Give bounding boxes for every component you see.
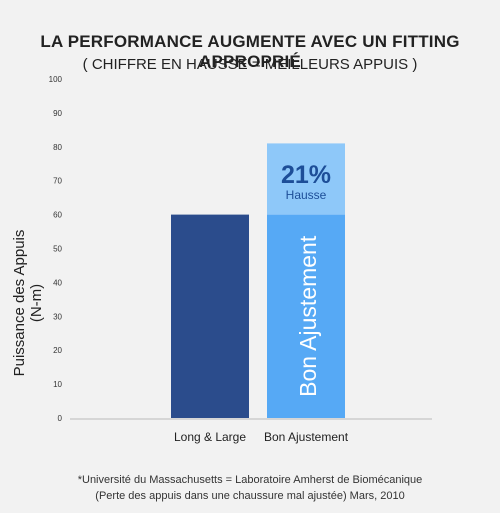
increase-label: Hausse [286, 188, 327, 202]
x-tick-label: Long & Large [174, 430, 246, 444]
chart-subtitle: ( CHIFFRE EN HAUSSE = MEILLEURS APPUIS ) [82, 56, 418, 73]
y-tick-label: 100 [49, 75, 63, 84]
footnote-line-1: *Université du Massachusetts = Laboratoi… [77, 474, 423, 486]
y-tick-label: 40 [53, 278, 62, 287]
increase-percent-label: 21% [281, 161, 331, 189]
bar-bon-ajustement [267, 214, 345, 418]
y-tick-label: 0 [58, 414, 63, 423]
y-tick-label: 80 [53, 143, 62, 152]
bar-inner-label: Bon Ajustement [295, 235, 321, 397]
y-tick-label: 30 [53, 312, 62, 321]
bar-increase-segment [267, 143, 345, 215]
y-tick-label: 50 [53, 245, 62, 254]
bar-long-large [171, 214, 249, 418]
y-tick-label: 90 [53, 109, 62, 118]
y-tick-label: 60 [53, 211, 62, 220]
footnote-line-2: (Perte des appuis dans une chaussure mal… [95, 490, 405, 502]
chart-title: LA PERFORMANCE AUGMENTE AVEC UN FITTING … [40, 32, 460, 71]
y-tick-label: 10 [53, 380, 62, 389]
y-tick-label: 20 [53, 346, 62, 355]
x-tick-label: Bon Ajustement [264, 430, 349, 444]
y-tick-label: 70 [53, 177, 62, 186]
